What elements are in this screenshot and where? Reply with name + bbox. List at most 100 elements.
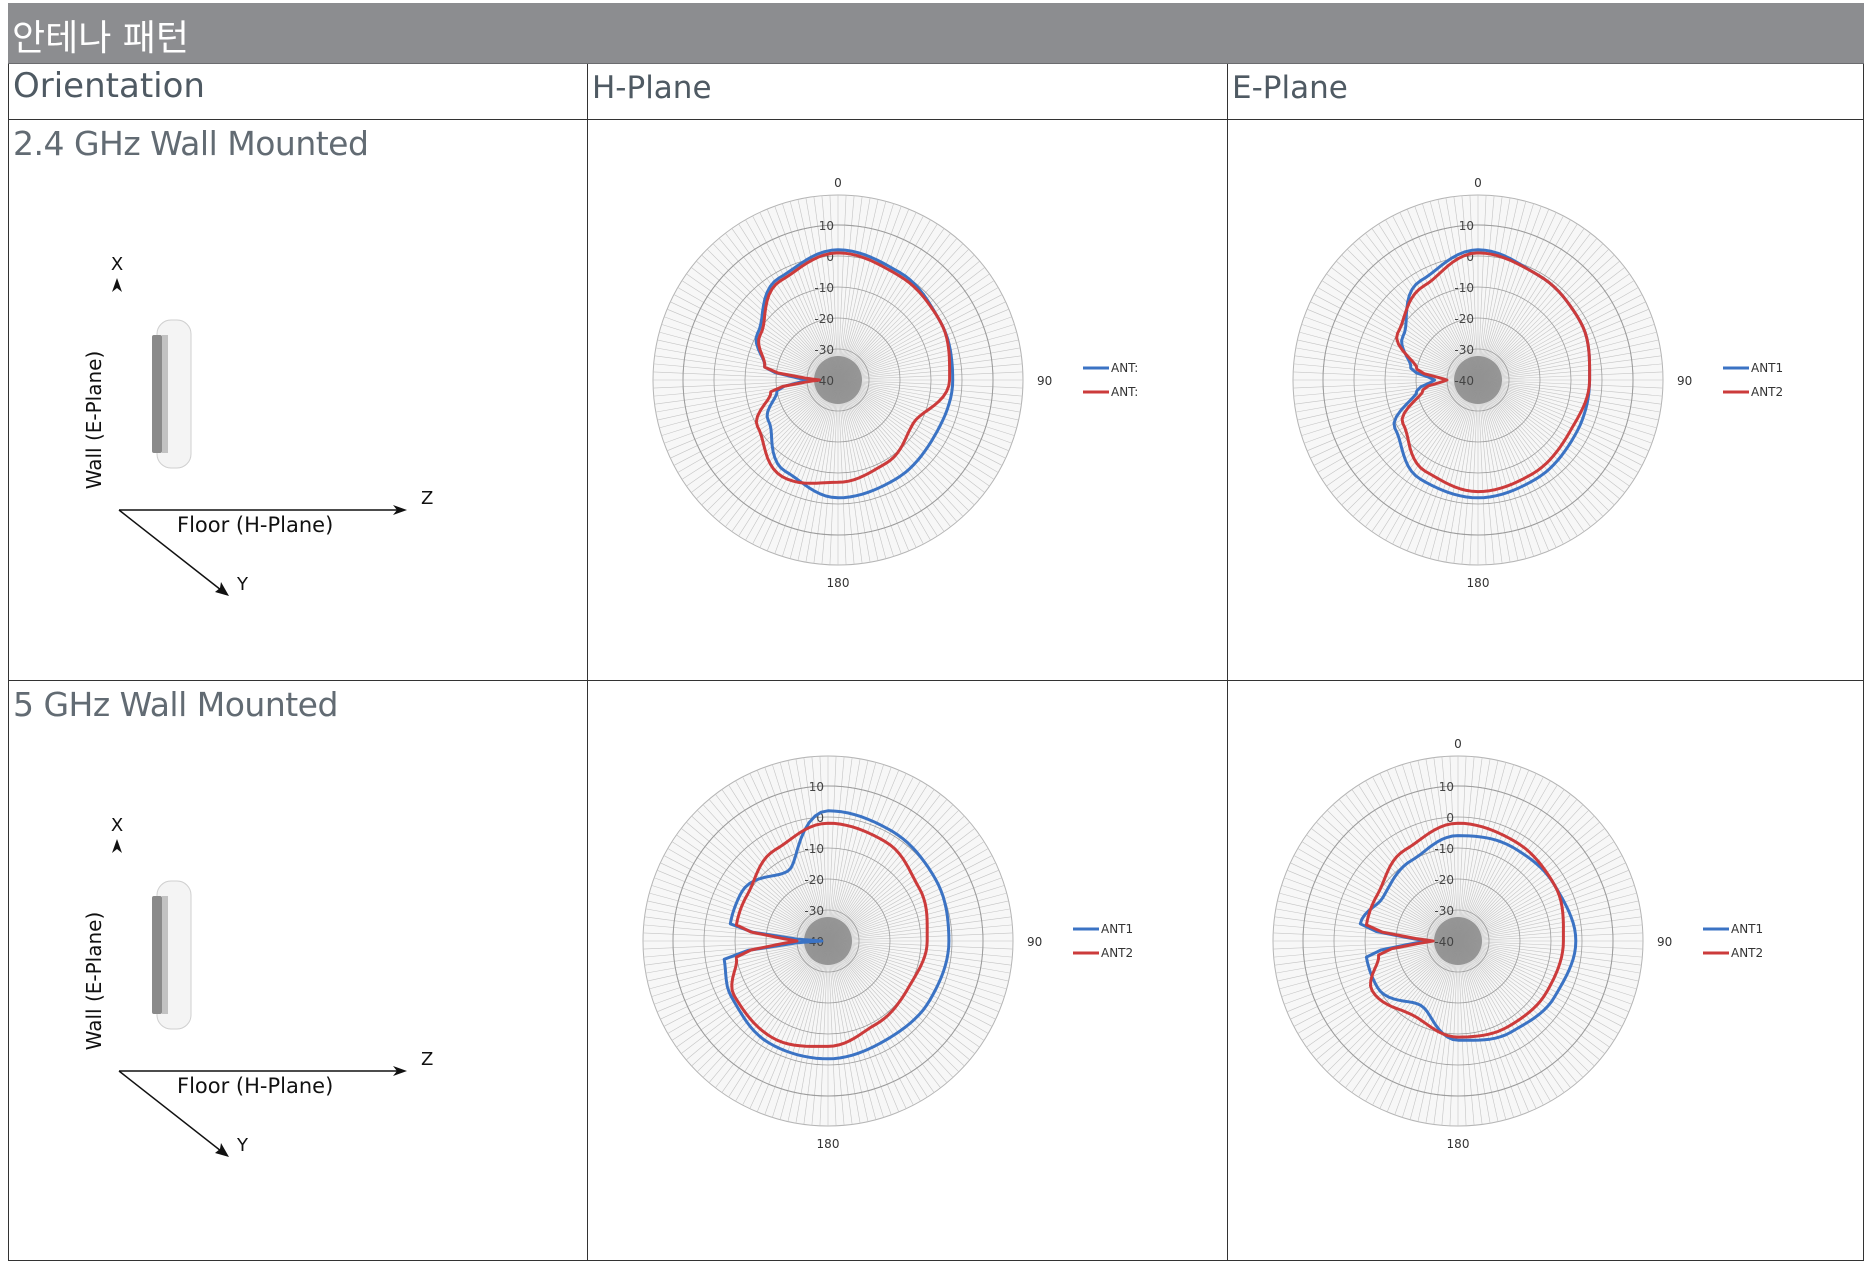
center-blob	[1434, 917, 1482, 965]
legend-label: ANT2	[1731, 946, 1763, 960]
radial-tick-label: -30	[804, 904, 824, 918]
grid-circle	[1395, 878, 1521, 1004]
grid-circle	[765, 878, 891, 1004]
access-point-vents	[162, 896, 168, 1014]
radial-tick-label: 0	[826, 250, 834, 264]
radial-tick-label: -30	[814, 343, 834, 357]
row-5ghz-orientation-cell: 5 GHz Wall Mounted X Wall (E-Plane) Z Floor…	[8, 681, 588, 1261]
angle-label-90: 90	[1037, 374, 1052, 388]
radial-tick-label: 0	[1466, 250, 1474, 264]
legend-label: ANT1	[1101, 922, 1133, 936]
angle-label-180: 180	[817, 1137, 840, 1151]
polar-chart-24ghz-h-plane: 100-10-20-30-40090180270ANT:ANT:	[652, 176, 1138, 590]
x-axis-arrow	[112, 839, 122, 853]
grid-circle	[1415, 317, 1541, 443]
orientation-diagram-5ghz: X Wall (E-Plane) Z Floor (H-Plane) Y	[82, 815, 433, 1157]
row-24ghz-orientation-cell: 2.4 GHz Wall Mounted X Wall (E-Plane) Z Flo…	[8, 120, 588, 681]
header-e-plane: E-Plane	[1232, 70, 1348, 106]
access-point-edge	[152, 335, 162, 453]
grid-circle	[703, 816, 953, 1066]
radial-tick-label: -20	[804, 873, 824, 887]
row-24ghz-e-plane-cell: 100-10-20-30-40090180270ANT1ANT2	[1228, 120, 1864, 681]
polar-chart-5ghz-e-plane: 100-10-20-30-40090180270ANT1ANT2	[1272, 737, 1763, 1151]
radial-tick-label: 0	[816, 811, 824, 825]
grid-circle	[682, 224, 994, 536]
x-axis-label: X	[111, 815, 123, 836]
series-ant2	[1364, 821, 1565, 1039]
angle-label-90: 90	[1677, 374, 1692, 388]
row-label-24ghz: 2.4 GHz Wall Mounted	[13, 124, 369, 163]
grid-circle	[1302, 785, 1614, 1097]
x-axis-arrow	[112, 278, 122, 292]
radial-tick-label: -30	[1434, 904, 1454, 918]
legend-label: ANT:	[1111, 385, 1138, 399]
radial-tick-label: -10	[1454, 281, 1474, 295]
radial-tick-label: -30	[1454, 343, 1474, 357]
radial-tick-label: -20	[1434, 873, 1454, 887]
access-point-vents	[162, 335, 168, 453]
angle-label-180: 180	[827, 576, 850, 590]
y-axis-arrow	[215, 582, 229, 596]
series-ant2	[730, 821, 929, 1048]
legend-label: ANT:	[1111, 361, 1138, 375]
legend-label: ANT2	[1751, 385, 1783, 399]
y-axis-label: Y	[236, 1135, 249, 1156]
page: 안테나 패턴 Orientation H-Plane E-Plane 2.4 G…	[8, 3, 1864, 1261]
wall-e-plane-label: Wall (E-Plane)	[82, 351, 106, 490]
z-axis-arrow	[393, 505, 407, 515]
center-blob	[804, 917, 852, 965]
polar-chart-5ghz-h-plane: 100-10-20-30-4090180270ANT1ANT2	[642, 755, 1133, 1151]
header-h-plane: H-Plane	[592, 70, 712, 106]
radial-tick-label: -10	[804, 842, 824, 856]
antenna-pattern-table: Orientation H-Plane E-Plane 2.4 GHz Wall…	[8, 64, 1864, 1261]
center-blob	[814, 356, 862, 404]
header-orientation: Orientation	[13, 66, 205, 106]
wall-e-plane-label: Wall (E-Plane)	[82, 912, 106, 1051]
center-blob	[1454, 356, 1502, 404]
angle-label-0: 0	[834, 176, 842, 190]
radial-tick-label: 10	[1439, 780, 1454, 794]
radial-tick-label: 10	[809, 780, 824, 794]
angle-label-180: 180	[1447, 1137, 1470, 1151]
radial-tick-label: -40	[1434, 935, 1454, 949]
grid-circle	[672, 785, 984, 1097]
floor-h-plane-label: Floor (H-Plane)	[177, 1074, 333, 1098]
row-5ghz-h-plane-cell: 100-10-20-30-4090180270ANT1ANT2	[588, 681, 1228, 1261]
section-title: 안테나 패턴	[12, 18, 190, 59]
radial-tick-label: 10	[1459, 219, 1474, 233]
row-label-5ghz: 5 GHz Wall Mounted	[13, 685, 338, 724]
y-axis-line	[118, 509, 222, 591]
polar-chart-24ghz-e-plane: 100-10-20-30-40090180270ANT1ANT2	[1292, 176, 1783, 590]
series-ant2	[754, 251, 952, 485]
row-5ghz-e-plane-cell: 100-10-20-30-40090180270ANT1ANT2	[1228, 681, 1864, 1261]
grid-circle	[744, 286, 932, 474]
grid-circle	[1353, 255, 1603, 505]
header-orientation-cell: Orientation	[8, 64, 588, 120]
access-point-edge	[152, 896, 162, 1014]
x-axis-label: X	[111, 254, 123, 275]
legend-label: ANT1	[1751, 361, 1783, 375]
z-axis-arrow	[393, 1066, 407, 1076]
angle-label-180: 180	[1467, 576, 1490, 590]
series-ant1	[722, 809, 951, 1061]
header-e-plane-cell: E-Plane	[1228, 64, 1864, 120]
angle-label-90: 90	[1027, 935, 1042, 949]
grid-circle	[1384, 286, 1572, 474]
radial-tick-label: -40	[814, 374, 834, 388]
grid-circle	[1364, 847, 1552, 1035]
radial-tick-label: -10	[814, 281, 834, 295]
radial-tick-label: 0	[1446, 811, 1454, 825]
y-axis-line	[118, 1070, 222, 1152]
radial-tick-label: -40	[1454, 374, 1474, 388]
grid-circle	[713, 255, 963, 505]
y-axis-label: Y	[236, 574, 249, 595]
z-axis-label: Z	[421, 488, 433, 509]
angle-label-90: 90	[1657, 935, 1672, 949]
series-ant2	[1395, 251, 1592, 494]
radial-tick-label: -20	[1454, 312, 1474, 326]
grid-circle	[775, 317, 901, 443]
orientation-diagram-24ghz: X Wall (E-Plane) Z Floor (H-Plane) Y	[82, 254, 433, 596]
header-h-plane-cell: H-Plane	[588, 64, 1228, 120]
angle-label-0: 0	[1454, 737, 1462, 751]
z-axis-label: Z	[421, 1049, 433, 1070]
